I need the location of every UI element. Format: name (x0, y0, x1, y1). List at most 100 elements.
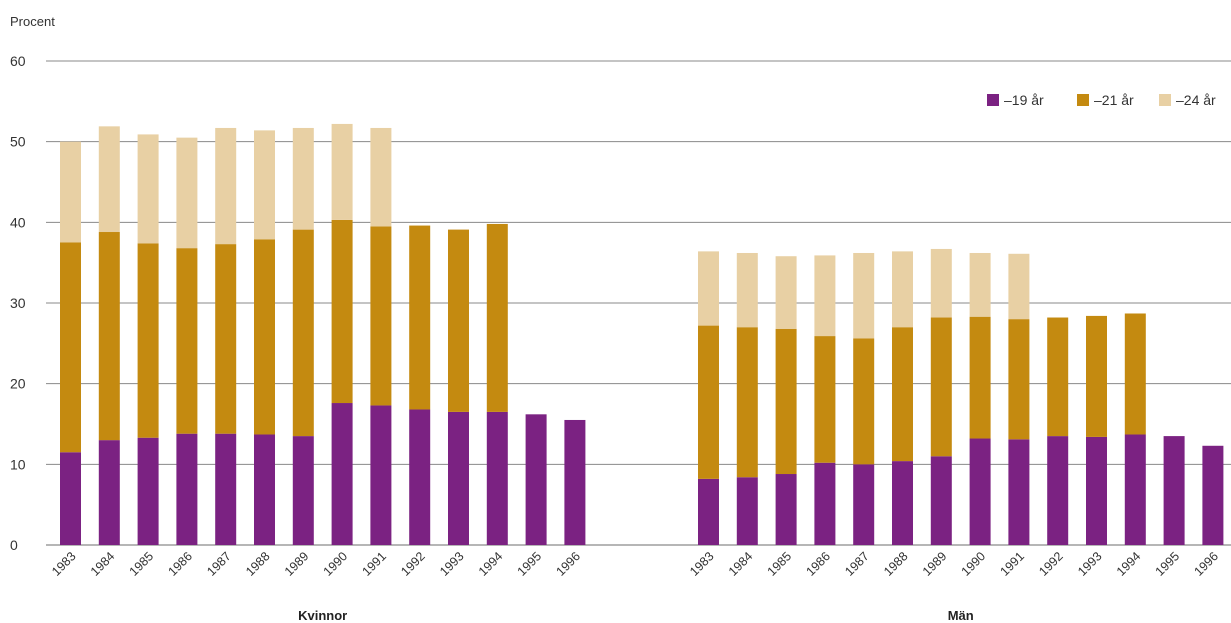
x-tick-label: 1984 (88, 549, 118, 579)
legend-label: –21 år (1094, 92, 1134, 108)
x-tick-label: 1988 (243, 549, 273, 579)
bar-segment (564, 419, 586, 545)
x-tick-label: 1995 (515, 549, 545, 579)
bar-segment (969, 316, 991, 439)
x-tick-label: 1993 (437, 549, 467, 579)
bar-segment (98, 126, 120, 233)
x-tick-label: 1993 (1075, 549, 1105, 579)
bar-segment (486, 411, 508, 545)
x-tick-label: 1992 (398, 549, 428, 579)
x-ticks: 1983 1984 1985 1986 1987 1988 1989 1990 1991 1992… (49, 549, 1221, 579)
x-tick-label: 1990 (321, 549, 351, 579)
bar-segment (292, 436, 314, 545)
y-tick-label: 0 (10, 537, 18, 553)
bar-segment (137, 243, 159, 438)
x-tick-label: 1995 (1153, 549, 1183, 579)
y-tick-label: 10 (10, 456, 26, 472)
bar-segment (736, 477, 758, 545)
bar-segment (969, 438, 991, 545)
bar-segment (137, 437, 159, 545)
x-tick-label: 1992 (1036, 549, 1066, 579)
x-tick-label: 1985 (765, 549, 795, 579)
bar-segment (814, 336, 836, 463)
x-tick-label: 1990 (959, 549, 989, 579)
bar-segment (1086, 315, 1107, 437)
legend-label: –19 år (1004, 92, 1044, 108)
group-label: Män (948, 608, 974, 623)
bar-segment (853, 464, 875, 545)
bar-segment (486, 223, 508, 412)
bar-segment (370, 127, 392, 227)
x-tick-label: 1996 (1191, 549, 1221, 579)
bar-segment (292, 127, 314, 230)
bar-segment (98, 232, 120, 441)
bar-segment (930, 317, 952, 457)
bar-segment (853, 338, 875, 465)
bar-segment (448, 411, 469, 545)
bar-segment (215, 244, 237, 434)
y-ticks: 0 10 20 30 40 50 60 (10, 53, 26, 553)
legend-swatch (987, 94, 999, 106)
bar-segment (1047, 436, 1069, 545)
bar-segment (292, 229, 314, 437)
bar-segment (698, 325, 719, 479)
x-tick-label: 1987 (842, 549, 872, 579)
bar-segment (60, 452, 81, 545)
bar-segment (176, 248, 198, 434)
bar-segment (698, 478, 719, 545)
bar-segment (1047, 317, 1069, 437)
x-tick-label: 1986 (165, 549, 195, 579)
y-tick-label: 20 (10, 376, 26, 392)
bar-segment (698, 251, 719, 326)
bar-segment (254, 239, 275, 435)
y-tick-label: 50 (10, 134, 26, 150)
bar-segment (1008, 439, 1030, 545)
y-tick-label: 60 (10, 53, 26, 69)
bar-segment (409, 225, 431, 410)
bar-segment (1008, 253, 1030, 320)
bar-segment (853, 252, 875, 339)
bar-segment (1086, 436, 1107, 545)
bar-segment (892, 461, 913, 545)
bar-segment (1124, 313, 1146, 435)
bar-segment (930, 456, 952, 545)
bar-segment (370, 405, 392, 545)
x-tick-label: 1983 (49, 549, 79, 579)
bar-segment (892, 251, 913, 328)
y-tick-label: 40 (10, 214, 26, 230)
bar-segment (775, 474, 797, 545)
bar-segment (254, 130, 275, 240)
bar-segment (736, 252, 758, 328)
bar-segment (409, 409, 431, 545)
bar-segment (1202, 445, 1224, 545)
x-tick-label: 1989 (282, 549, 312, 579)
bar-segment (775, 328, 797, 475)
bar-segment (60, 242, 81, 453)
x-tick-label: 1991 (359, 549, 389, 579)
x-tick-label: 1983 (687, 549, 717, 579)
bar-segment (331, 219, 353, 404)
bar-segment (775, 256, 797, 329)
group-label: Kvinnor (298, 608, 347, 623)
bar-segment (736, 327, 758, 478)
x-tick-label: 1987 (204, 549, 234, 579)
y-axis-label: Procent (10, 14, 55, 29)
legend-swatch (1077, 94, 1089, 106)
bar-segment (60, 141, 81, 243)
y-tick-label: 30 (10, 295, 26, 311)
x-tick-label: 1984 (726, 549, 756, 579)
bar-segment (930, 248, 952, 318)
bar-segment (215, 433, 237, 545)
bar-segment (525, 414, 547, 545)
bar-segment (370, 226, 392, 406)
x-tick-label: 1994 (476, 549, 506, 579)
legend-swatch (1159, 94, 1171, 106)
bar-segment (254, 434, 275, 545)
legend: –19 år –21 år –24 år (987, 92, 1216, 108)
bar-segment (814, 462, 836, 545)
bar-segment (969, 252, 991, 317)
x-tick-label: 1996 (553, 549, 583, 579)
grid (46, 60, 1231, 546)
bar-segment (331, 403, 353, 545)
